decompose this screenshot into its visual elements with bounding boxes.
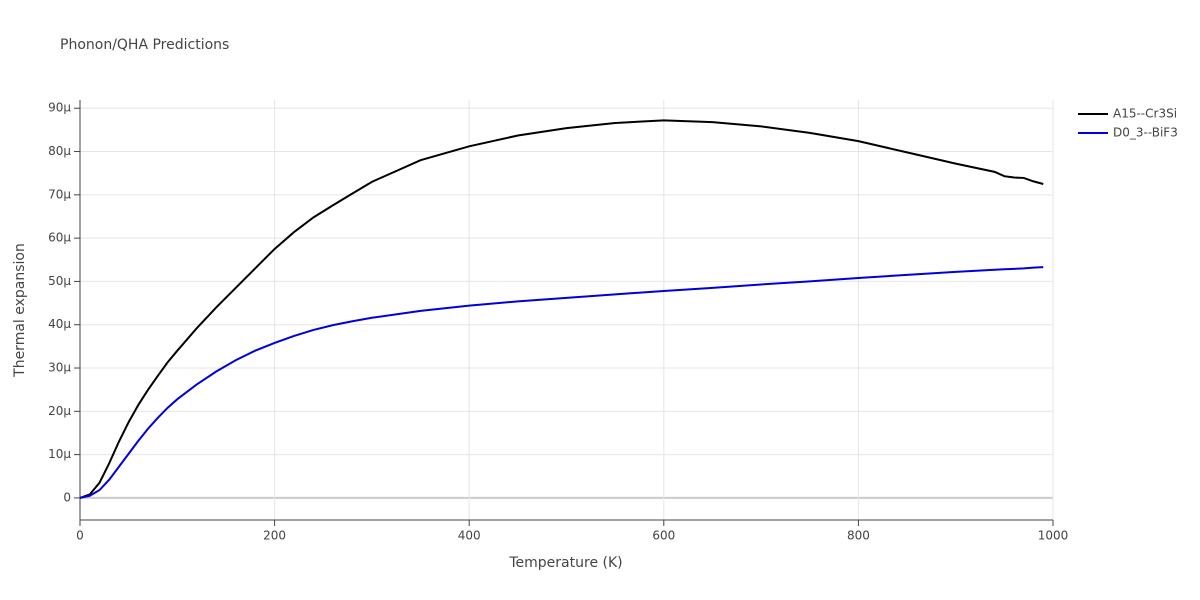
x-tick-label: 200 <box>263 529 286 543</box>
chart-title: Phonon/QHA Predictions <box>60 37 229 53</box>
y-tick-label: 10μ <box>48 447 71 461</box>
y-tick-label: 30μ <box>48 361 71 375</box>
y-tick-label: 70μ <box>48 187 71 201</box>
y-tick-label: 50μ <box>48 274 71 288</box>
x-tick-label: 400 <box>458 529 481 543</box>
x-axis-title: Temperature (K) <box>508 555 622 571</box>
x-tick-label: 800 <box>847 529 870 543</box>
y-tick-label: 40μ <box>48 317 71 331</box>
line-series <box>79 266 1044 499</box>
y-tick-label: 20μ <box>48 404 71 418</box>
y-tick-label: 80μ <box>48 144 71 158</box>
y-tick-label: 60μ <box>48 231 71 245</box>
x-tick-label: 1000 <box>1038 529 1069 543</box>
line-series <box>79 119 1044 499</box>
x-tick-label: 0 <box>76 529 84 543</box>
legend-label: A15--Cr3Si <box>1113 107 1177 121</box>
x-tick-label: 600 <box>652 529 675 543</box>
legend-label: D0_3--BiF3 <box>1113 126 1178 140</box>
y-tick-label: 90μ <box>48 101 71 115</box>
y-axis-title: Thermal expansion <box>12 243 28 378</box>
y-tick-label: 0 <box>63 490 71 504</box>
